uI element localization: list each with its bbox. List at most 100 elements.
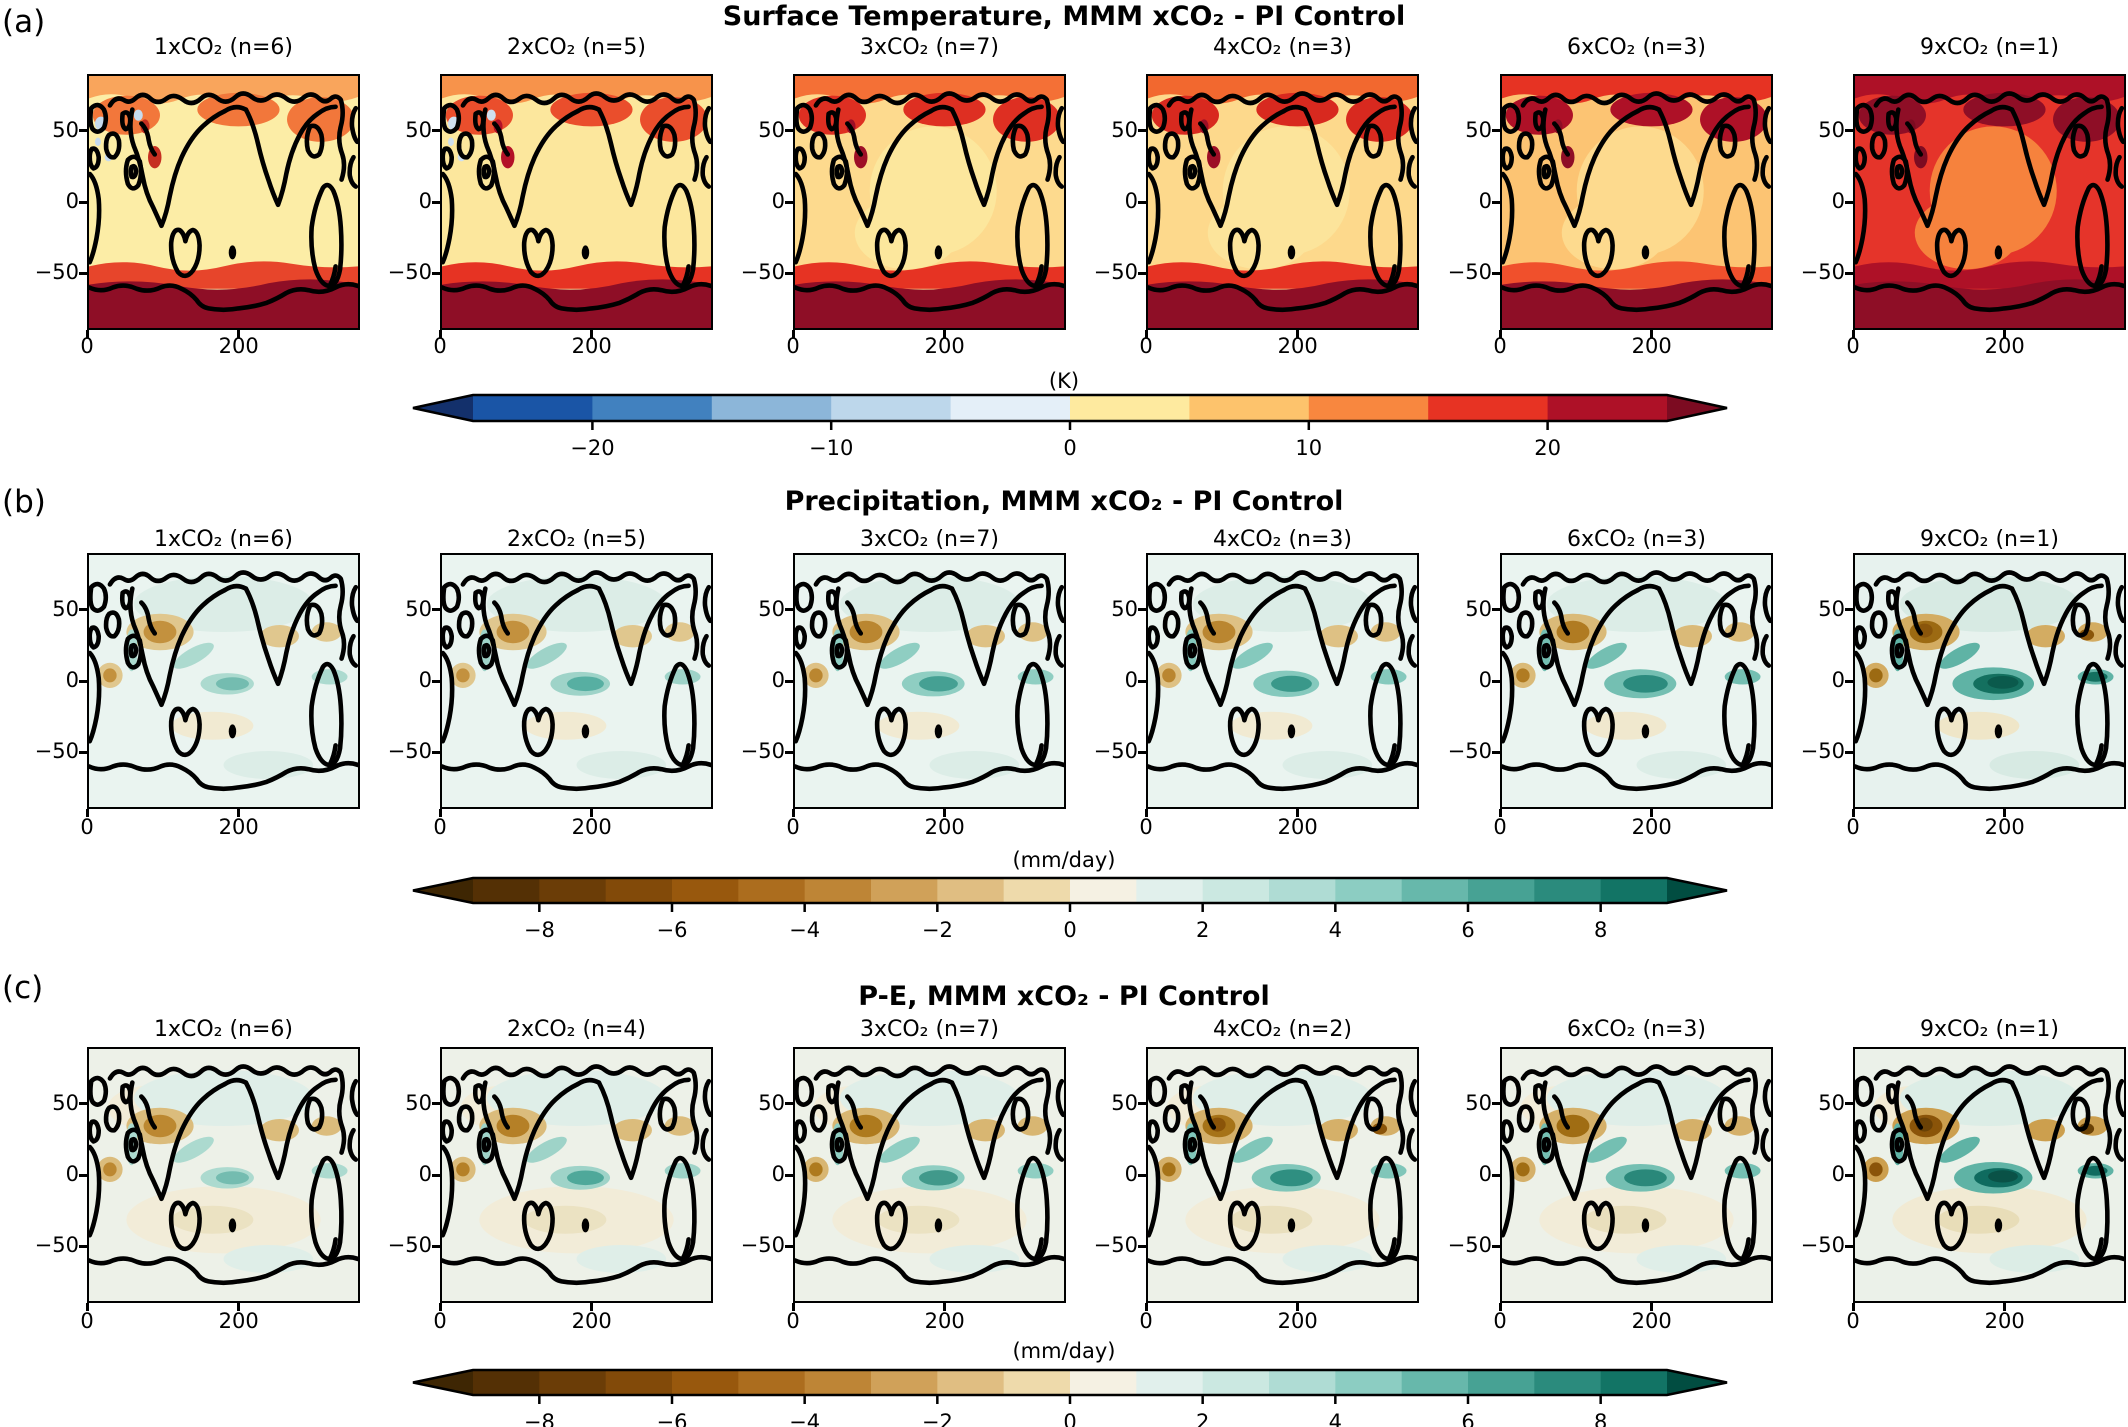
map-svg <box>795 76 1064 328</box>
x-tick-mark <box>1296 809 1300 817</box>
y-tick-mark <box>785 1102 793 1106</box>
y-tick-mark <box>432 271 440 275</box>
x-tick-mark <box>237 809 241 817</box>
panel-title: 6xCO₂ (n=3) <box>1566 527 1707 552</box>
colorbar-c-units: (mm/day) <box>1012 1339 1116 1363</box>
map-svg <box>442 1049 711 1301</box>
colorbar-svg: −20 −10 0 10 20 <box>412 393 1728 460</box>
map-panel <box>793 1047 1066 1303</box>
panel-title: 3xCO₂ (n=7) <box>859 1017 1000 1042</box>
y-tick-label: 50 <box>405 596 432 621</box>
y-tick-mark <box>785 1173 793 1177</box>
y-tick-label: 0 <box>1831 668 1845 692</box>
x-tick-label: 200 <box>571 334 612 358</box>
y-tick-label: 50 <box>758 1090 785 1115</box>
map-svg <box>89 555 358 807</box>
map-panel <box>87 74 360 330</box>
panel-title: 1xCO₂ (n=6) <box>153 35 294 60</box>
panel-title: 9xCO₂ (n=1) <box>1919 1017 2060 1042</box>
y-tick-mark <box>1845 1102 1853 1106</box>
row-c-label: (c) <box>2 970 44 1006</box>
row-c-title: P-E, MMM xCO₂ - PI Control <box>858 981 1270 1012</box>
y-tick-mark <box>79 679 87 683</box>
y-tick-label: 0 <box>771 1162 785 1186</box>
colorbar-tick-label: −6 <box>657 918 688 942</box>
y-tick-mark <box>432 679 440 683</box>
x-tick-label: 0 <box>1139 334 1153 358</box>
panel-title: 1xCO₂ (n=6) <box>153 1017 294 1042</box>
panel-title: 4xCO₂ (n=3) <box>1212 527 1353 552</box>
x-tick-mark <box>2003 1303 2007 1311</box>
y-tick-mark <box>1492 679 1500 683</box>
y-tick-label: 0 <box>65 189 79 213</box>
y-tick-mark <box>1138 750 1146 754</box>
y-tick-label: 50 <box>1111 117 1138 142</box>
map-svg <box>1148 1049 1417 1301</box>
x-tick-mark <box>1296 1303 1300 1311</box>
map-panel <box>1853 1047 2126 1303</box>
y-tick-mark <box>1845 608 1853 612</box>
map-panel <box>793 553 1066 809</box>
y-tick-label: −50 <box>34 739 79 764</box>
y-tick-label: 0 <box>65 1162 79 1186</box>
y-tick-label: 50 <box>1818 596 1845 621</box>
colorbar-a-units: (K) <box>1048 369 1080 393</box>
y-tick-label: 50 <box>405 1090 432 1115</box>
y-tick-label: −50 <box>1800 739 1845 764</box>
y-tick-mark <box>1845 750 1853 754</box>
y-tick-label: 50 <box>52 1090 79 1115</box>
x-tick-mark <box>438 809 442 817</box>
y-tick-mark <box>1845 271 1853 275</box>
colorbar-tick-label: 6 <box>1461 1410 1474 1427</box>
y-tick-mark <box>785 1244 793 1248</box>
row-a-title: Surface Temperature, MMM xCO₂ - PI Contr… <box>722 1 1406 32</box>
y-tick-label: −50 <box>1093 1233 1138 1258</box>
x-tick-mark <box>590 330 594 338</box>
panel-title: 2xCO₂ (n=4) <box>506 1017 647 1042</box>
y-tick-label: 0 <box>1478 189 1492 213</box>
map-panel <box>440 1047 713 1303</box>
map-svg <box>442 76 711 328</box>
colorbar-b-units: (mm/day) <box>1012 848 1116 872</box>
panel-title: 4xCO₂ (n=3) <box>1212 35 1353 60</box>
x-tick-label: 200 <box>571 815 612 839</box>
colorbar-tick-label: −10 <box>809 436 853 460</box>
x-tick-label: 0 <box>786 334 800 358</box>
y-tick-mark <box>1492 608 1500 612</box>
map-svg <box>1855 555 2124 807</box>
y-tick-label: 50 <box>1818 1090 1845 1115</box>
x-tick-label: 0 <box>433 334 447 358</box>
map-panel <box>87 553 360 809</box>
y-tick-mark <box>1492 1173 1500 1177</box>
panel-title: 2xCO₂ (n=5) <box>506 35 647 60</box>
y-tick-label: −50 <box>1447 1233 1492 1258</box>
y-tick-label: 0 <box>1124 189 1138 213</box>
panel-title: 4xCO₂ (n=2) <box>1212 1017 1353 1042</box>
y-tick-mark <box>79 1173 87 1177</box>
y-tick-mark <box>432 608 440 612</box>
colorbar-tick-label: −2 <box>922 1410 953 1427</box>
colorbar-tick-label: 6 <box>1461 918 1474 942</box>
y-tick-mark <box>432 200 440 204</box>
panel-title: 9xCO₂ (n=1) <box>1919 35 2060 60</box>
x-tick-mark <box>438 330 442 338</box>
x-tick-mark <box>943 809 947 817</box>
y-tick-mark <box>1492 271 1500 275</box>
y-tick-mark <box>1138 1173 1146 1177</box>
x-tick-mark <box>1851 1303 1855 1311</box>
y-tick-label: 0 <box>418 189 432 213</box>
map-panel <box>1146 553 1419 809</box>
colorbar-tick-label: 0 <box>1063 1410 1076 1427</box>
y-tick-mark <box>432 1244 440 1248</box>
x-tick-mark <box>85 1303 89 1311</box>
x-tick-label: 0 <box>1493 815 1507 839</box>
map-svg <box>1148 555 1417 807</box>
y-tick-mark <box>79 129 87 133</box>
y-tick-label: −50 <box>34 1233 79 1258</box>
x-tick-mark <box>1144 330 1148 338</box>
panel-title: 2xCO₂ (n=5) <box>506 527 647 552</box>
y-tick-mark <box>1845 1244 1853 1248</box>
y-tick-label: −50 <box>387 260 432 285</box>
x-tick-label: 0 <box>433 1309 447 1333</box>
x-tick-mark <box>590 1303 594 1311</box>
